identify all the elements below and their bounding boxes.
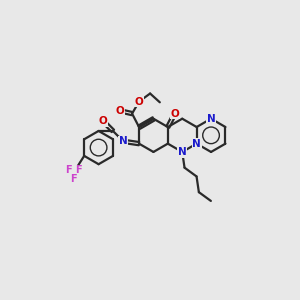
Text: N: N xyxy=(178,147,187,157)
Text: O: O xyxy=(99,116,108,126)
Text: O: O xyxy=(135,97,143,106)
Text: O: O xyxy=(170,109,179,118)
Text: F: F xyxy=(76,165,82,176)
Text: N: N xyxy=(207,114,215,124)
Text: N: N xyxy=(119,136,128,146)
Text: N: N xyxy=(192,139,201,148)
Text: F: F xyxy=(65,165,72,175)
Text: O: O xyxy=(116,106,124,116)
Text: F: F xyxy=(70,174,77,184)
